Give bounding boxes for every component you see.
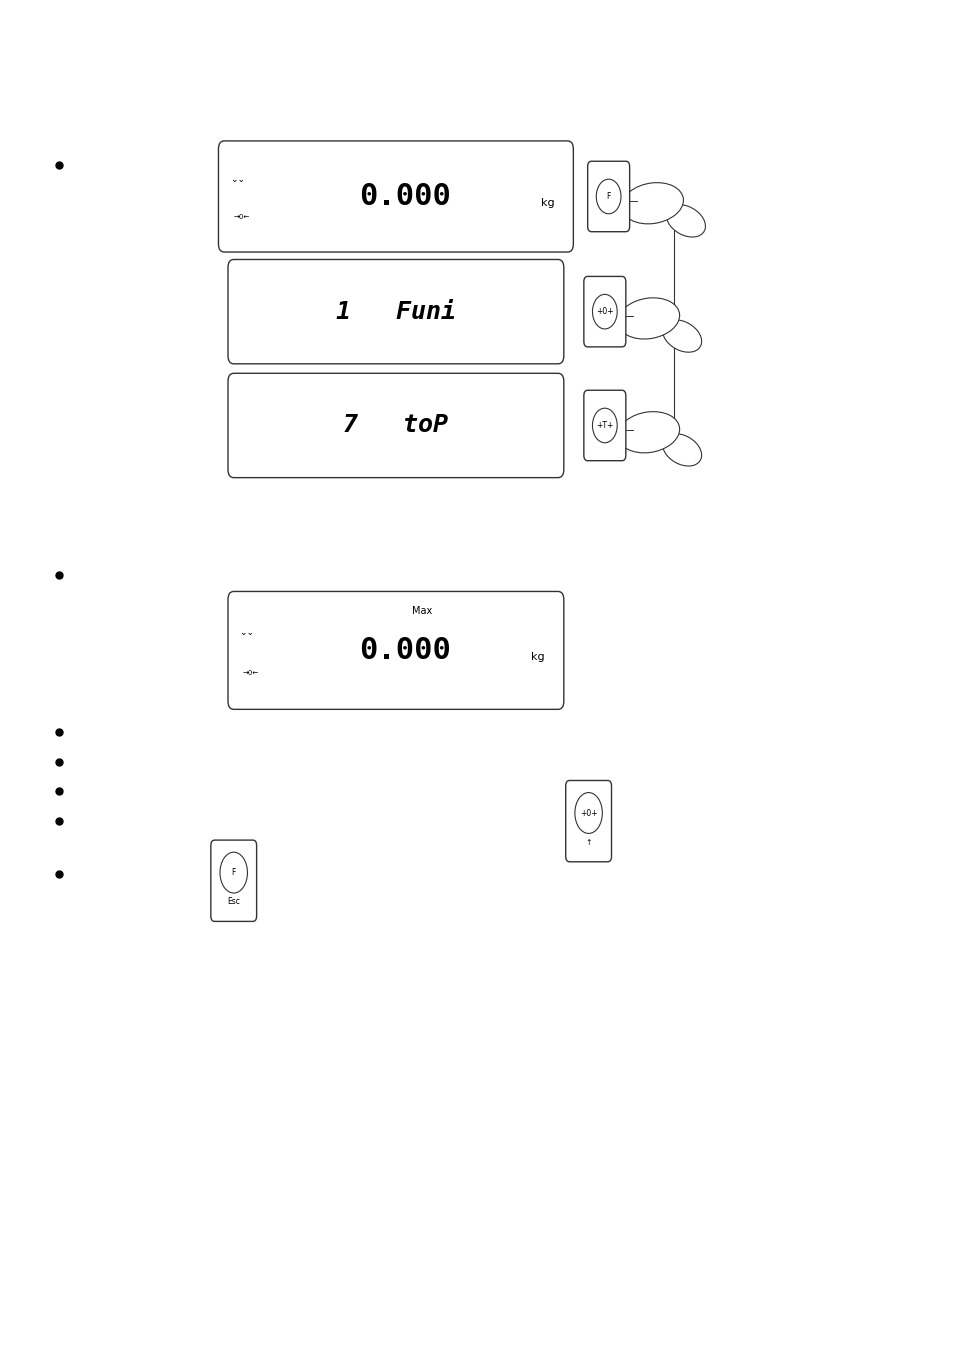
- FancyBboxPatch shape: [218, 141, 573, 252]
- Text: +0+: +0+: [579, 809, 597, 817]
- Ellipse shape: [618, 412, 679, 453]
- FancyBboxPatch shape: [211, 840, 256, 921]
- Ellipse shape: [618, 298, 679, 339]
- Ellipse shape: [621, 183, 682, 224]
- Ellipse shape: [666, 205, 704, 237]
- FancyBboxPatch shape: [228, 374, 563, 477]
- FancyBboxPatch shape: [583, 276, 625, 347]
- Text: 1   Funi: 1 Funi: [335, 299, 456, 324]
- Ellipse shape: [596, 179, 620, 214]
- Ellipse shape: [592, 408, 617, 443]
- Ellipse shape: [592, 294, 617, 329]
- Text: 7   toP: 7 toP: [343, 413, 448, 438]
- Text: 0.000: 0.000: [359, 182, 451, 211]
- FancyBboxPatch shape: [565, 780, 611, 862]
- Text: Esc: Esc: [227, 897, 240, 906]
- Text: →0←: →0←: [242, 669, 259, 676]
- FancyBboxPatch shape: [228, 260, 563, 364]
- Text: ⌄⌄: ⌄⌄: [230, 175, 245, 184]
- FancyBboxPatch shape: [583, 390, 625, 461]
- Text: kg: kg: [540, 198, 554, 209]
- Text: +0+: +0+: [596, 308, 613, 316]
- Text: F: F: [232, 869, 235, 877]
- Text: →0←: →0←: [233, 214, 250, 221]
- Text: +T+: +T+: [596, 421, 613, 430]
- FancyBboxPatch shape: [587, 161, 629, 232]
- Text: ⌄⌄: ⌄⌄: [239, 627, 254, 637]
- Ellipse shape: [220, 852, 247, 893]
- Ellipse shape: [575, 793, 601, 833]
- Text: ↑: ↑: [585, 837, 591, 847]
- Text: Max: Max: [412, 607, 432, 617]
- Text: kg: kg: [531, 652, 544, 663]
- Text: F: F: [606, 192, 610, 201]
- Ellipse shape: [662, 320, 700, 352]
- Ellipse shape: [662, 434, 700, 466]
- FancyBboxPatch shape: [228, 591, 563, 710]
- Text: 0.000: 0.000: [359, 635, 451, 665]
